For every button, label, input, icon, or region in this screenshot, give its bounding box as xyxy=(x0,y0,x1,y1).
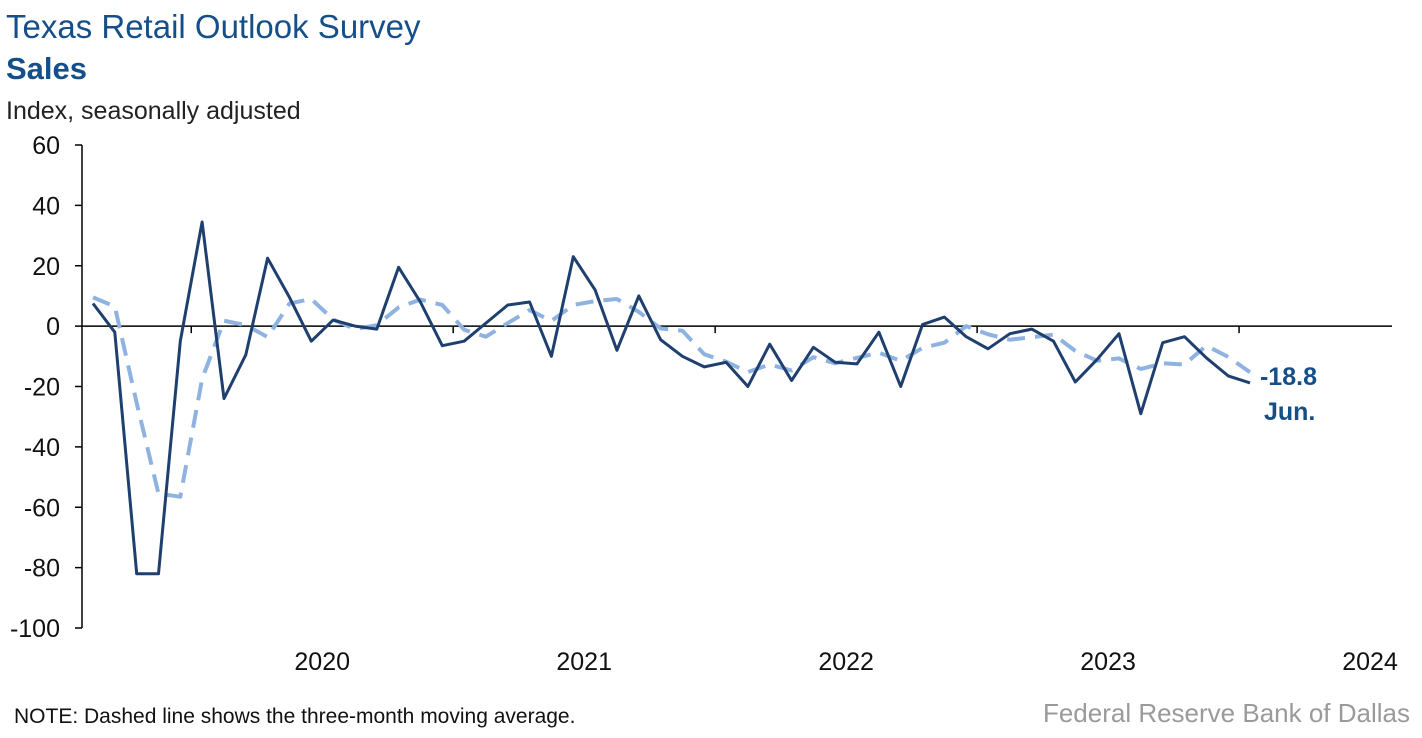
y-tick-label: -20 xyxy=(24,374,60,402)
axes xyxy=(75,144,1392,629)
x-tick-label: 2022 xyxy=(818,648,874,676)
end-month-label: Jun. xyxy=(1264,398,1315,426)
y-tick-label: -100 xyxy=(10,615,60,643)
series-line-moving-average xyxy=(92,295,1252,499)
x-tick-label: 2024 xyxy=(1342,648,1398,676)
y-tick-label: -80 xyxy=(24,555,60,583)
x-tick-label: 2021 xyxy=(556,648,612,676)
source-credit: Federal Reserve Bank of Dallas xyxy=(1042,698,1410,728)
x-tick-label: 2020 xyxy=(294,648,350,676)
series-line-sales xyxy=(91,220,1251,576)
chart-title: Texas Retail Outlook Survey xyxy=(6,8,421,45)
y-tick-label: -40 xyxy=(24,434,60,462)
x-tick-label: 2023 xyxy=(1080,648,1136,676)
x-tick-labels: 2020 2021 2022 2023 2024 xyxy=(294,648,1398,676)
y-tick-label: -60 xyxy=(24,494,60,522)
y-tick-label: 60 xyxy=(32,132,60,160)
y-tick-label: 20 xyxy=(32,253,60,281)
y-tick-label: 40 xyxy=(32,192,60,220)
footnote: NOTE: Dashed line shows the three-month … xyxy=(14,705,576,728)
chart-subtitle: Sales xyxy=(6,51,88,86)
y-tick-labels: 60 40 20 0 -20 -40 -60 -80 -100 xyxy=(10,132,60,643)
y-axis-label: Index, seasonally adjusted xyxy=(6,97,301,125)
series-layer xyxy=(91,220,1252,576)
y-tick-label: 0 xyxy=(46,313,60,341)
end-value-label: -18.8 xyxy=(1260,363,1317,391)
